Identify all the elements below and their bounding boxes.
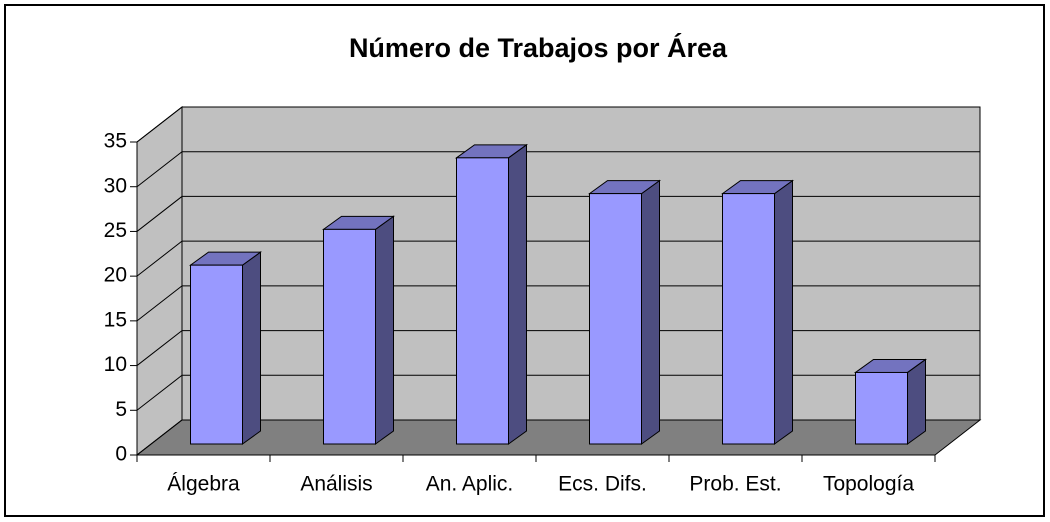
grid-line <box>136 419 980 456</box>
y-tick-label: 0 <box>115 443 127 466</box>
grid-line <box>136 151 980 188</box>
bar-side <box>375 215 394 445</box>
bar <box>722 193 775 445</box>
grid-line <box>136 106 980 143</box>
x-tick-label: An. Aplic. <box>426 473 514 496</box>
bar-side <box>242 251 261 445</box>
bar-side <box>641 179 660 445</box>
grid-line <box>136 374 980 411</box>
side-wall <box>136 105 183 457</box>
x-tick-label: Álgebra <box>167 473 240 496</box>
bar <box>456 157 509 445</box>
grid <box>130 106 980 462</box>
bar <box>190 264 243 445</box>
chart-title: Número de Trabajos por Área <box>349 32 728 63</box>
y-tick-label: 10 <box>104 353 127 376</box>
y-tick-label: 30 <box>104 174 127 197</box>
grid-line <box>136 195 980 232</box>
y-tick-label: 35 <box>104 130 127 153</box>
grid-line <box>136 240 980 277</box>
y-tick-label: 20 <box>104 264 127 287</box>
bar-side <box>774 179 793 445</box>
y-tick-label: 15 <box>104 308 127 331</box>
bar <box>323 228 376 445</box>
bar <box>589 193 642 445</box>
grid-line <box>136 330 980 366</box>
x-tick-label: Prob. Est. <box>689 473 781 496</box>
bar-side <box>907 358 926 445</box>
bars <box>188 143 928 445</box>
bar-side <box>508 143 527 445</box>
x-tick-label: Topología <box>823 473 914 496</box>
y-tick-label: 5 <box>115 398 127 421</box>
y-tick-label: 25 <box>104 219 127 242</box>
floor <box>135 419 982 456</box>
x-tick-label: Análisis <box>300 473 372 496</box>
bar <box>855 371 908 445</box>
grid-line <box>136 285 980 322</box>
x-tick-label: Ecs. Difs. <box>558 473 647 496</box>
